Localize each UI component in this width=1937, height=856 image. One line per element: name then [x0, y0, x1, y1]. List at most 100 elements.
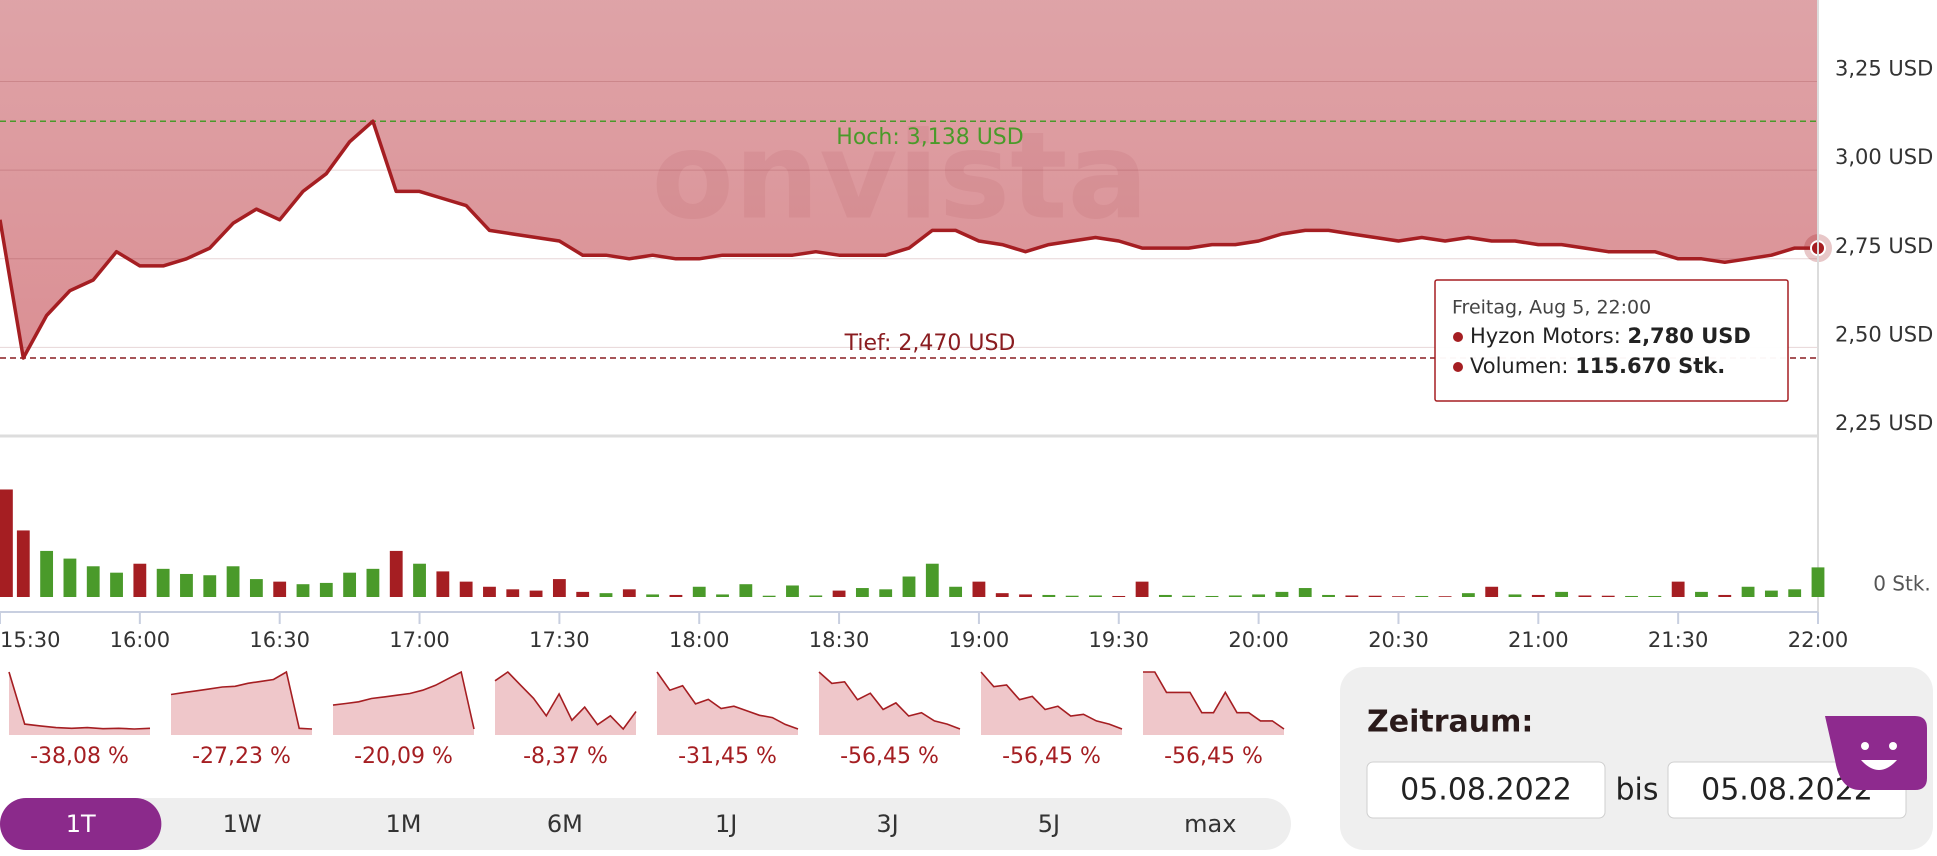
x-tick-label: 18:00	[669, 628, 730, 652]
volume-bar	[1275, 591, 1289, 597]
tooltip-price-name: Hyzon Motors:	[1470, 324, 1621, 348]
volume-bar	[552, 579, 566, 597]
volume-bar	[1555, 591, 1569, 597]
volume-bar	[1531, 594, 1545, 597]
y-tick-label: 3,00 USD	[1835, 145, 1933, 169]
tab-label[interactable]: max	[1184, 810, 1236, 838]
volume-bar	[1415, 595, 1429, 597]
y-tick-label: 2,50 USD	[1835, 322, 1933, 346]
tab-label[interactable]: 1W	[223, 810, 262, 838]
high-label: Hoch: 3,138 USD	[836, 125, 1023, 150]
sparkline-area	[495, 672, 636, 735]
chat-bubble[interactable]	[1825, 716, 1927, 790]
volume-bar	[110, 572, 123, 597]
date-input-from[interactable]	[1366, 761, 1606, 819]
volume-bar	[832, 590, 846, 597]
volume-bar	[249, 579, 263, 597]
volume-bar	[1158, 594, 1172, 597]
sparkline-line	[818, 671, 961, 730]
volume-bar	[1811, 567, 1825, 597]
volume-bar	[1485, 586, 1499, 597]
volume-bar	[1065, 595, 1079, 597]
tooltip-volume-value: 115.670 Stk.	[1575, 354, 1725, 378]
volume-bar	[1625, 595, 1638, 597]
volume-bar	[1788, 589, 1802, 597]
volume-bar	[949, 586, 963, 597]
tab-selected[interactable]	[0, 798, 162, 850]
y-tick-label: 2,25 USD	[1835, 411, 1933, 435]
volume-bar	[1228, 595, 1242, 597]
volume-bar	[1718, 594, 1732, 597]
volume-bar	[133, 563, 147, 597]
tab-label[interactable]: 1J	[715, 810, 737, 838]
volume-bar	[646, 594, 660, 597]
tooltip-bullet	[1453, 332, 1463, 342]
sparkline-line	[8, 671, 151, 730]
x-tick-label: 17:30	[529, 628, 590, 652]
volume-bar	[180, 573, 193, 597]
volume-bar	[1112, 595, 1126, 597]
tab-label[interactable]: 1T	[66, 810, 96, 838]
x-tick-label: 20:00	[1228, 628, 1289, 652]
volume-bar	[1019, 594, 1032, 597]
x-tick-label: 20:30	[1368, 628, 1429, 652]
sparkline-change: -20,09 %	[354, 744, 453, 769]
volume-bar	[1298, 588, 1312, 597]
tab-bar	[0, 798, 1291, 850]
volume-bar	[855, 588, 869, 597]
volume-bar	[16, 530, 30, 597]
volume-bar	[63, 558, 77, 597]
tab-label[interactable]: 1M	[385, 810, 421, 838]
x-tick-label: 22:00	[1788, 628, 1849, 652]
x-tick-label: 17:00	[389, 628, 450, 652]
chat-eye	[1861, 742, 1869, 750]
tooltip-price-value: 2,780 USD	[1627, 324, 1750, 348]
volume-bar	[692, 586, 706, 597]
tab-label[interactable]: 3J	[876, 810, 898, 838]
tooltip-box	[1434, 279, 1789, 402]
volume-bar	[1695, 591, 1708, 597]
sparkline-change: -56,45 %	[840, 744, 939, 769]
volume-bar	[273, 581, 287, 597]
volume-bar	[1461, 593, 1475, 597]
volume-bar	[902, 576, 916, 597]
volume-bar	[1741, 586, 1755, 597]
volume-bar	[1601, 595, 1615, 597]
volume-bar	[995, 593, 1009, 597]
sparkline-change: -27,23 %	[192, 744, 291, 769]
tooltip-volume-name: Volumen:	[1470, 354, 1569, 378]
x-tick-label: 21:30	[1648, 628, 1709, 652]
volume-bar	[576, 591, 590, 597]
x-tick-label: 16:00	[110, 628, 171, 652]
chat-smile	[1861, 760, 1897, 770]
chat-button[interactable]	[1825, 716, 1927, 790]
tab-label[interactable]: 5J	[1038, 810, 1060, 838]
y-tick-label: 2,75 USD	[1835, 234, 1933, 258]
sparkline-line	[332, 670, 475, 730]
volume-bar	[40, 550, 54, 597]
volume-bar	[319, 582, 333, 597]
volume-bar	[972, 581, 986, 597]
tooltip-price: Hyzon Motors: 2,780 USD	[1470, 324, 1751, 348]
volume-bar	[1089, 595, 1102, 597]
volume-bar	[1135, 581, 1149, 597]
sparkline-area	[819, 672, 960, 735]
chat-eye	[1889, 742, 1897, 750]
volume-bar	[1368, 595, 1382, 597]
volume-bar	[1205, 595, 1219, 597]
sparkline-area	[981, 672, 1122, 735]
x-tick-label: 15:30	[0, 628, 61, 652]
sparkline-area	[657, 672, 798, 735]
volume-bar	[413, 563, 426, 597]
volume-bar	[483, 586, 496, 597]
volume-bar	[343, 572, 357, 597]
volume-bar	[669, 594, 683, 597]
tab-label[interactable]: 6M	[547, 810, 583, 838]
volume-bar	[0, 489, 13, 597]
price-area	[0, 0, 1818, 358]
volume-bar	[1764, 590, 1778, 597]
date-from[interactable]: 05.08.2022	[1400, 773, 1572, 808]
volume-bar	[156, 568, 170, 597]
volume-bar	[1578, 595, 1592, 597]
